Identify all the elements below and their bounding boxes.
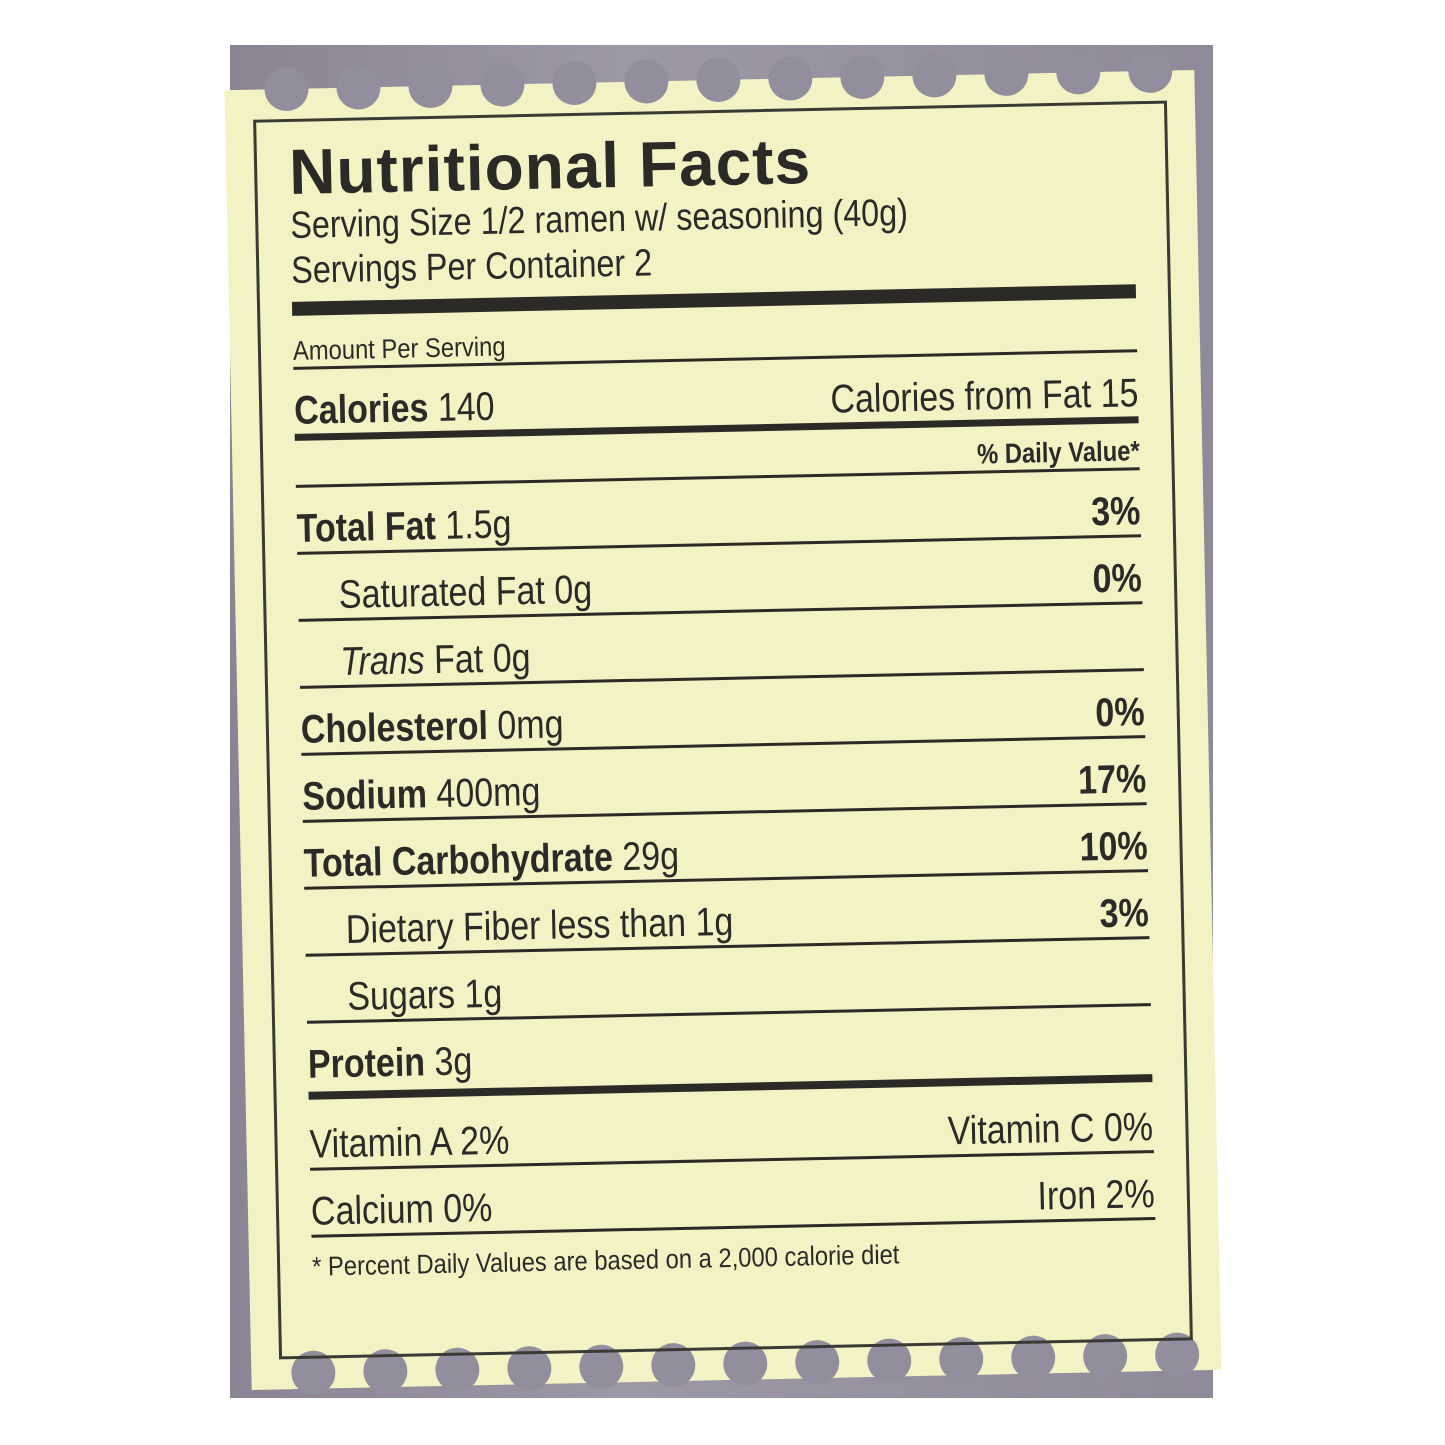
vitamin-a: Vitamin A 2% [309,1118,510,1167]
nutrient-daily-value: 0% [1095,689,1146,735]
nutrient-amount: 3g [434,1038,473,1084]
calcium: Calcium 0% [310,1185,493,1234]
scallop-notch [623,59,669,104]
scallop-notch [551,60,597,106]
scallop-notch [767,55,813,101]
nutrient-name: Trans [339,637,426,684]
nutrient-amount: 1.5g [444,502,512,548]
calories-label: Calories [293,385,429,433]
scallop-notch [695,57,741,103]
nutrition-label: Nutritional Facts Serving Size 1/2 ramen… [224,47,1222,1396]
iron: Iron 2% [1037,1171,1156,1219]
nutrient-amount: Fat 0g [433,635,531,682]
nutrient-name: Cholesterol [300,703,489,752]
nutrient-daily-value: 17% [1077,756,1147,803]
calories-value: 140 [437,384,496,430]
scallop-notch [264,66,309,112]
nutrient-amount: 0mg [496,702,564,748]
calories-from-fat: Calories from Fat 15 [829,370,1139,422]
scallop-notch [407,63,453,109]
label-frame: Nutritional Facts Serving Size 1/2 ramen… [253,100,1193,1360]
daily-value-header: % Daily Value* [976,434,1140,470]
nutrient-daily-value: 0% [1092,555,1143,601]
nutrient-amount: less than 1g [549,899,734,948]
nutrient-daily-value: 10% [1079,823,1148,870]
nutrient-name: Protein [307,1039,426,1087]
nutrient-amount: 1g [464,971,503,1017]
nutrient-amount: 0g [553,567,593,613]
nutrient-name: Sugars [346,972,456,1019]
nutrient-name: Total Carbohydrate [303,834,614,886]
scallop-notch [983,51,1029,97]
scallop-notch [479,62,525,107]
nutrient-daily-value: 3% [1090,488,1141,534]
nutrient-amount: 400mg [435,769,541,816]
scallop-notch [1055,49,1101,95]
scallop-notch [336,65,381,110]
scallop-notch [839,54,885,100]
nutrient-name: Saturated Fat [338,568,546,617]
nutrient-name: Total Fat [296,503,437,551]
scallop-notch [1127,48,1173,94]
scallop-notch [911,52,957,98]
nutrient-amount: 29g [621,833,680,879]
nutrient-daily-value: 3% [1099,890,1150,936]
vitamin-c: Vitamin C 0% [947,1104,1154,1154]
nutrient-name: Sodium [301,771,428,819]
nutrient-name: Dietary Fiber [345,903,541,952]
nutrient-list: Total Fat 1.5g 3% Saturated Fat 0g 0% Trans … [295,469,1152,1088]
